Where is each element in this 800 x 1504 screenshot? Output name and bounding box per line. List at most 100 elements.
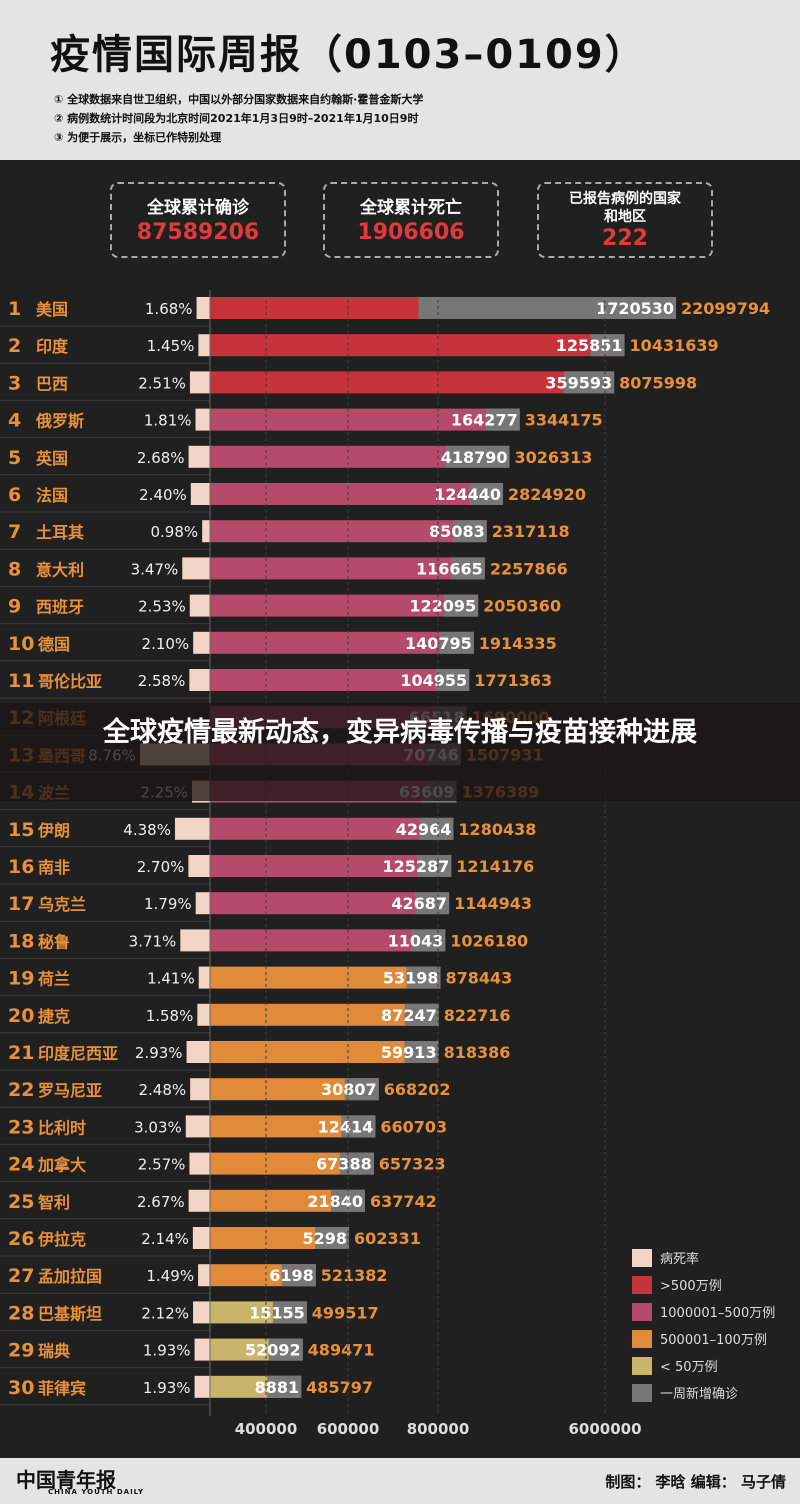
stat-countries: 已报告病例的国家和地区 222 (537, 182, 713, 258)
total-bar (210, 445, 510, 468)
rank-label: 7 (8, 521, 21, 543)
rank-label: 19 (8, 968, 34, 990)
weekly-label: 8881 (255, 1378, 300, 1397)
x-tick-label: 800000 (407, 1420, 470, 1438)
weekly-bar (450, 557, 485, 580)
country-label: 秘鲁 (38, 932, 70, 951)
total-label: 660703 (380, 1117, 447, 1136)
weekly-bar (344, 1078, 379, 1101)
legend-label: 1000001–500万例 (660, 1306, 776, 1321)
headline-overlay (0, 703, 800, 801)
legend: 病死率 >500万例 1000001–500万例 500001–100万例 < 50万例… (632, 1244, 775, 1406)
rank-label: 17 (8, 893, 34, 915)
weekly-label: 67388 (316, 1155, 372, 1174)
weekly-label: 59913 (381, 1043, 437, 1062)
weekly-label: 21840 (307, 1192, 363, 1211)
total-label: 499517 (312, 1303, 379, 1322)
legend-swatch (632, 1356, 652, 1375)
weekly-bar (267, 1375, 302, 1398)
legend-item: 一周新增确诊 (632, 1379, 775, 1406)
total-bar (210, 1189, 365, 1212)
fatality-label: 2.48% (139, 1081, 187, 1099)
fatality-label: 3.03% (134, 1118, 182, 1136)
weekly-bar (418, 297, 677, 319)
fatality-bar (188, 445, 210, 468)
note-3: ③ 为便于展示，坐标已作特别处理 (54, 131, 222, 144)
fatality-label: 0.98% (151, 523, 199, 541)
weekly-label: 85083 (429, 522, 485, 541)
fatality-label: 1.93% (143, 1342, 191, 1360)
fatality-label: 2.10% (142, 635, 190, 653)
total-bar (210, 929, 446, 952)
weekly-label: 12414 (318, 1117, 374, 1136)
total-label: 1026180 (450, 931, 528, 950)
total-bar (210, 631, 474, 654)
rank-label: 23 (8, 1116, 34, 1138)
rank-label: 5 (8, 447, 21, 469)
total-label: 2050360 (483, 597, 561, 616)
country-label: 法国 (36, 486, 68, 505)
rank-label: 21 (8, 1042, 34, 1064)
legend-label: 病死率 (660, 1252, 700, 1267)
fatality-bar (198, 334, 210, 357)
weekly-label: 124440 (434, 485, 501, 504)
total-label: 10431639 (630, 336, 719, 355)
weekly-label: 418790 (441, 448, 508, 467)
country-label: 西班牙 (36, 598, 84, 617)
rank-label: 3 (8, 372, 21, 394)
x-tick-label: 6000000 (568, 1420, 641, 1438)
total-bar (210, 520, 487, 543)
country-label: 比利时 (38, 1118, 86, 1137)
country-label: 美国 (36, 300, 68, 319)
rank-label: 30 (8, 1377, 34, 1399)
total-bar (210, 1078, 379, 1101)
legend-item: 病死率 (632, 1244, 775, 1271)
fatality-label: 1.79% (144, 895, 192, 913)
stat-label: 全球累计死亡 (360, 198, 462, 218)
legend-swatch (632, 1302, 652, 1321)
weekly-label: 11043 (388, 931, 444, 950)
weekly-bar (406, 966, 441, 989)
weekly-bar (315, 1227, 350, 1249)
weekly-bar (419, 817, 454, 840)
total-label: 1214176 (456, 857, 534, 876)
footer: 中国青年报 CHINA YOUTH DAILY 制图： 李晗 编辑： 马子倩 (0, 1458, 800, 1504)
legend-swatch (632, 1383, 652, 1402)
total-label: 878443 (446, 969, 513, 988)
fatality-bar (190, 1078, 210, 1101)
fatality-bar (194, 1338, 210, 1361)
country-label: 俄罗斯 (35, 412, 84, 431)
total-label: 2257866 (490, 559, 568, 578)
rank-label: 1 (8, 298, 21, 320)
weekly-bar (281, 1264, 316, 1287)
rank-label: 22 (8, 1079, 34, 1101)
total-label: 485797 (306, 1378, 373, 1397)
fatality-bar (182, 557, 210, 580)
weekly-label: 53198 (383, 969, 439, 988)
fatality-bar (198, 966, 210, 989)
stat-value: 87589206 (136, 220, 260, 245)
country-label: 印度尼西亚 (38, 1044, 118, 1063)
country-label: 伊拉克 (37, 1230, 86, 1249)
country-label: 孟加拉国 (38, 1267, 102, 1286)
weekly-bar (417, 855, 452, 877)
stat-global-confirmed: 全球累计确诊 87589206 (110, 182, 286, 258)
fatality-label: 4.38% (123, 821, 171, 839)
fatality-bar (192, 1227, 210, 1249)
weekly-label: 42687 (391, 894, 447, 913)
fatality-bar (174, 817, 210, 840)
total-label: 3026313 (514, 448, 592, 467)
weekly-bar (452, 520, 487, 543)
fatality-bar (197, 1003, 210, 1026)
fatality-label: 2.12% (141, 1304, 189, 1322)
fatality-bar (193, 1301, 210, 1324)
total-label: 521382 (321, 1266, 388, 1285)
fatality-label: 2.68% (137, 449, 185, 467)
rank-label: 6 (8, 484, 21, 506)
total-label: 818386 (444, 1043, 511, 1062)
fatality-bar (189, 594, 210, 617)
total-bar (210, 1041, 439, 1063)
total-label: 8075998 (619, 373, 697, 392)
credit-line: 制图： 李晗 编辑： 马子倩 (605, 1473, 786, 1491)
rank-label: 18 (8, 930, 34, 952)
